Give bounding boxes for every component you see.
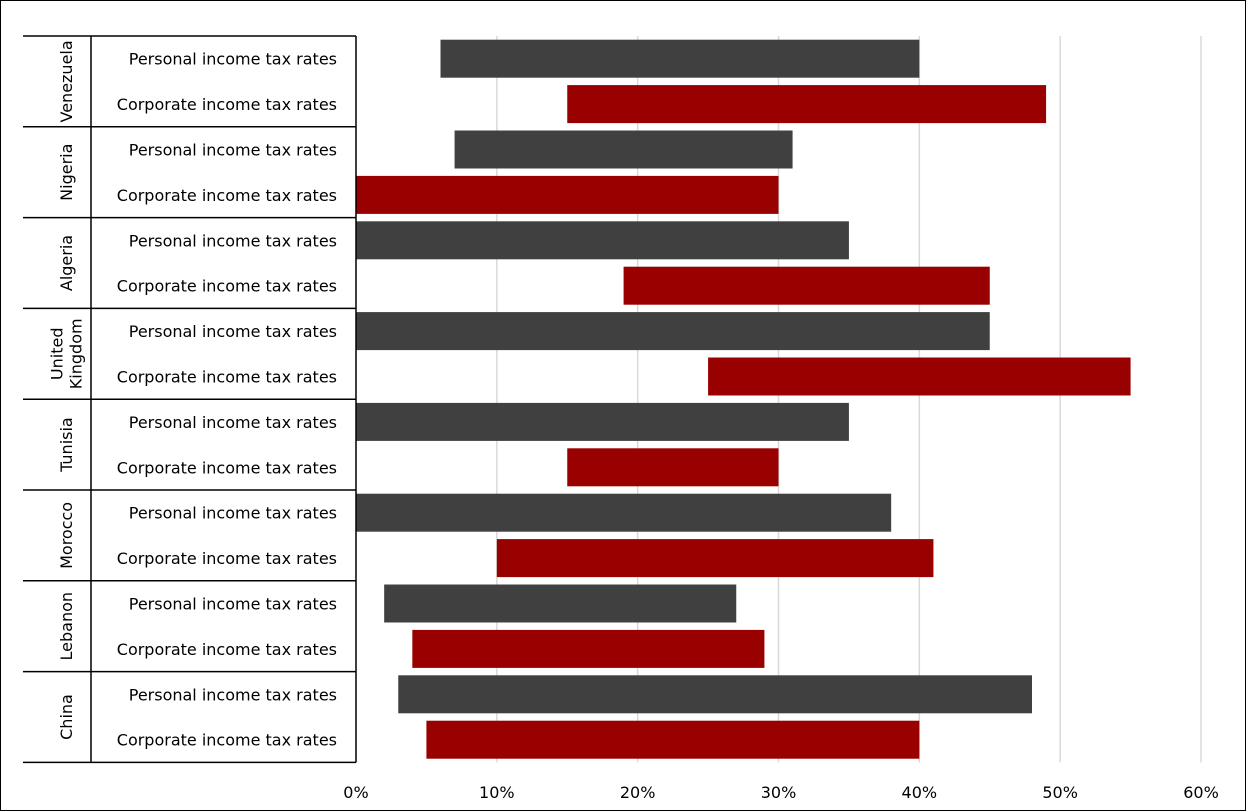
group-label-line: China — [57, 694, 76, 740]
bar-personal — [440, 39, 920, 78]
bar-personal — [384, 584, 737, 623]
bar-corporate — [623, 266, 990, 305]
row-label: Corporate income tax rates — [117, 640, 337, 659]
bar-personal — [454, 130, 793, 169]
group-label-line: Algeria — [57, 235, 76, 291]
group-label: Lebanon — [57, 592, 76, 661]
row-label: Corporate income tax rates — [117, 277, 337, 296]
row-label: Corporate income tax rates — [117, 731, 337, 750]
group-label: UnitedKingdom — [48, 318, 86, 389]
bar-corporate — [708, 357, 1131, 396]
x-tick-label: 30% — [761, 783, 797, 802]
group-label-line: Nigeria — [57, 144, 76, 201]
bar-corporate — [426, 720, 920, 759]
group-label: China — [57, 694, 76, 740]
bar-personal — [356, 493, 892, 532]
group-label-line: Tunisia — [57, 417, 76, 473]
group-label-line: United — [48, 328, 67, 381]
x-tick-label: 10% — [479, 783, 515, 802]
bar-personal — [356, 402, 849, 441]
group-label: Tunisia — [57, 417, 76, 473]
row-label: Personal income tax rates — [129, 413, 337, 432]
row-label: Corporate income tax rates — [117, 95, 337, 114]
group-label-line: Morocco — [57, 502, 76, 569]
group-label-line: Lebanon — [57, 592, 76, 661]
x-tick-label: 0% — [343, 783, 368, 802]
bar-personal — [356, 312, 990, 351]
bar-corporate — [496, 539, 934, 578]
bar-corporate — [356, 175, 779, 214]
row-label: Personal income tax rates — [129, 231, 337, 250]
group-label: Venezuela — [57, 40, 76, 122]
x-tick-label: 50% — [1042, 783, 1078, 802]
row-label: Corporate income tax rates — [117, 186, 337, 205]
group-label: Algeria — [57, 235, 76, 291]
bar-corporate — [412, 629, 765, 668]
row-label: Personal income tax rates — [129, 504, 337, 523]
bar-personal — [356, 221, 849, 260]
group-label-line: Venezuela — [57, 40, 76, 122]
row-label: Corporate income tax rates — [117, 549, 337, 568]
row-label: Personal income tax rates — [129, 50, 337, 69]
group-label: Nigeria — [57, 144, 76, 201]
row-label: Personal income tax rates — [129, 685, 337, 704]
x-tick-label: 60% — [1183, 783, 1219, 802]
x-tick-label: 40% — [902, 783, 938, 802]
row-label: Personal income tax rates — [129, 322, 337, 341]
row-label: Personal income tax rates — [129, 595, 337, 614]
group-label-line: Kingdom — [67, 318, 86, 389]
x-tick-label: 20% — [620, 783, 656, 802]
row-label: Corporate income tax rates — [117, 368, 337, 387]
row-label: Personal income tax rates — [129, 141, 337, 160]
row-label: Corporate income tax rates — [117, 458, 337, 477]
bar-corporate — [567, 448, 779, 487]
bar-personal — [398, 675, 1032, 714]
group-label: Morocco — [57, 502, 76, 569]
bar-corporate — [567, 85, 1047, 124]
